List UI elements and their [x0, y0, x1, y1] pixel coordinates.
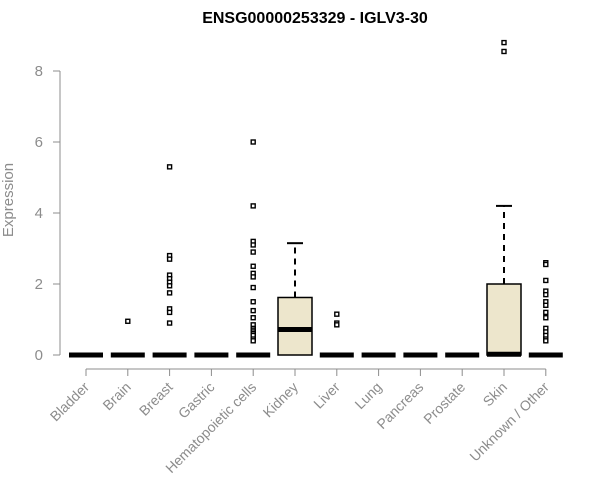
- x-tick-label: Prostate: [420, 379, 468, 427]
- outlier-point: [543, 309, 549, 316]
- outlier-point: [250, 139, 256, 145]
- box-group: [110, 318, 145, 358]
- x-tick-label: Bladder: [47, 379, 93, 425]
- y-axis: 0 2 4 6 8: [35, 63, 61, 364]
- outlier-point: [250, 307, 256, 314]
- outlier-point: [250, 249, 256, 255]
- box-group: [486, 39, 522, 357]
- x-tick-label: Unknown / Other: [466, 379, 552, 465]
- box-group: [236, 139, 271, 358]
- outlier-point: [250, 274, 256, 280]
- outlier-point: [250, 284, 256, 291]
- outlier-point: [250, 203, 256, 209]
- y-tick-label: 4: [35, 205, 43, 222]
- outlier-point: [166, 256, 173, 262]
- outlier-point: [166, 309, 173, 316]
- outlier-point: [250, 315, 256, 321]
- x-tick-label: Breast: [136, 379, 176, 419]
- box-group: [277, 242, 313, 356]
- box-group: [528, 260, 563, 358]
- x-tick-label: Kidney: [260, 379, 302, 421]
- y-axis-label: Expression: [0, 163, 17, 237]
- outlier-point: [166, 320, 173, 326]
- x-tick-label: Lung: [351, 379, 384, 412]
- outlier-point: [501, 39, 507, 46]
- box-group: [152, 164, 187, 358]
- outlier-point: [334, 322, 340, 328]
- x-tick-label: Brain: [99, 379, 133, 413]
- outlier-point: [543, 261, 549, 268]
- y-tick-label: 0: [35, 347, 43, 364]
- plot-area: [69, 39, 563, 358]
- outlier-point: [166, 283, 173, 289]
- outlier-point: [166, 164, 173, 170]
- outlier-point: [543, 315, 549, 321]
- outlier-point: [250, 263, 256, 269]
- x-tick-label: Skin: [480, 379, 511, 410]
- outlier-point: [250, 338, 256, 344]
- box: [486, 283, 522, 356]
- outlier-point: [334, 311, 340, 317]
- y-tick-label: 2: [35, 276, 43, 293]
- outlier-point: [543, 291, 549, 298]
- box: [277, 296, 313, 356]
- outlier-point: [125, 318, 131, 324]
- outlier-point: [166, 290, 173, 296]
- x-tick-label: Liver: [310, 379, 343, 412]
- box-group: [319, 311, 354, 358]
- outlier-point: [543, 277, 549, 284]
- outlier-point: [543, 338, 549, 344]
- outlier-point: [543, 302, 549, 308]
- y-tick-label: 6: [35, 134, 43, 151]
- outlier-point: [501, 48, 507, 55]
- chart-title: ENSG00000253329 - IGLV3-30: [202, 10, 428, 27]
- outlier-point: [250, 242, 256, 248]
- outlier-point: [250, 299, 256, 305]
- y-tick-label: 8: [35, 63, 43, 80]
